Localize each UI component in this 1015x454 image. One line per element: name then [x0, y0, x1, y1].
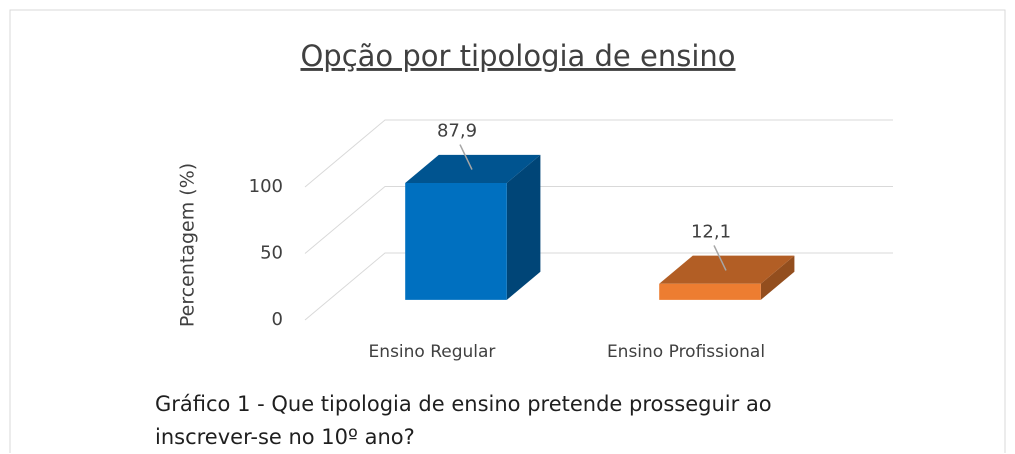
data-label: 12,1: [691, 221, 731, 242]
leader-line: [459, 144, 473, 170]
chart-title: Opção por tipologia de ensino: [300, 39, 735, 73]
caption: Gráfico 1 - Que tipologia de ensino pret…: [155, 392, 772, 449]
grid-line: [304, 252, 893, 321]
bar-side: [760, 255, 795, 300]
bar-front: [659, 283, 761, 300]
bar-side: [506, 154, 541, 300]
x-tick-label: Ensino Profissional: [607, 342, 765, 362]
x-tick-label: Ensino Regular: [369, 342, 496, 362]
y-tick-label: 0: [272, 309, 283, 330]
grid-line: [304, 119, 893, 188]
grid-line: [304, 186, 893, 254]
leader-line: [713, 245, 727, 271]
frame: [9, 9, 1006, 453]
y-tick-label: 50: [260, 243, 283, 264]
bar-top: [659, 255, 795, 284]
bar-top: [405, 154, 541, 183]
data-label: 87,9: [437, 121, 477, 142]
y-tick-label: 100: [249, 176, 283, 197]
bar-front: [405, 182, 507, 300]
y-axis-label: Percentagem (%): [177, 163, 199, 327]
